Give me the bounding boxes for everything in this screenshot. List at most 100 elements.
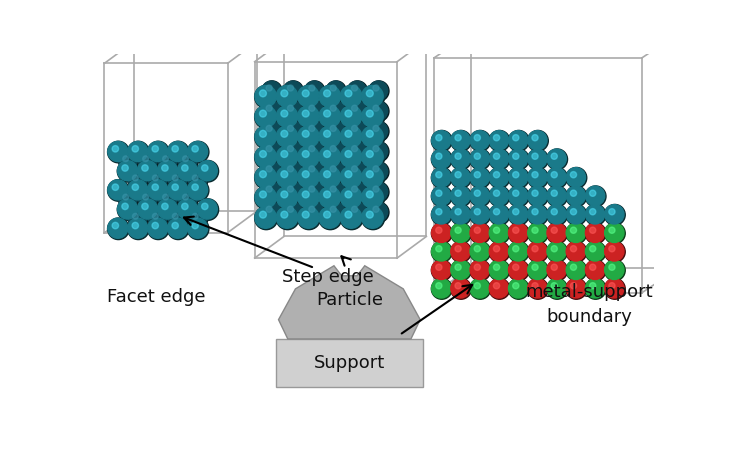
Circle shape bbox=[260, 151, 266, 157]
Circle shape bbox=[508, 204, 529, 225]
Circle shape bbox=[330, 126, 336, 131]
Circle shape bbox=[324, 191, 330, 198]
Circle shape bbox=[489, 130, 509, 150]
Circle shape bbox=[590, 209, 596, 215]
Circle shape bbox=[143, 156, 149, 162]
Circle shape bbox=[283, 162, 303, 182]
Circle shape bbox=[489, 279, 509, 298]
Circle shape bbox=[470, 205, 489, 224]
Circle shape bbox=[547, 242, 566, 261]
Circle shape bbox=[276, 106, 297, 127]
Circle shape bbox=[609, 283, 615, 289]
Circle shape bbox=[108, 180, 129, 201]
Circle shape bbox=[157, 199, 177, 219]
Circle shape bbox=[508, 167, 529, 188]
Circle shape bbox=[319, 146, 342, 169]
Circle shape bbox=[528, 205, 547, 224]
Circle shape bbox=[281, 110, 288, 117]
Circle shape bbox=[590, 246, 596, 252]
Circle shape bbox=[297, 126, 319, 148]
Circle shape bbox=[347, 81, 367, 101]
Circle shape bbox=[494, 209, 499, 215]
Circle shape bbox=[162, 165, 168, 171]
Circle shape bbox=[470, 130, 489, 150]
Circle shape bbox=[266, 105, 272, 111]
Circle shape bbox=[451, 205, 470, 224]
Circle shape bbox=[187, 180, 209, 201]
Circle shape bbox=[455, 209, 461, 215]
Circle shape bbox=[192, 222, 198, 229]
Circle shape bbox=[528, 130, 547, 150]
Circle shape bbox=[108, 218, 128, 239]
Circle shape bbox=[585, 242, 606, 262]
Circle shape bbox=[198, 161, 217, 181]
Circle shape bbox=[451, 279, 472, 299]
Circle shape bbox=[432, 260, 451, 279]
Circle shape bbox=[585, 204, 606, 225]
Circle shape bbox=[148, 141, 168, 162]
Circle shape bbox=[330, 85, 336, 91]
Circle shape bbox=[455, 153, 461, 159]
Circle shape bbox=[362, 187, 383, 208]
Circle shape bbox=[347, 162, 367, 182]
Circle shape bbox=[432, 223, 452, 244]
Circle shape bbox=[303, 191, 309, 198]
Circle shape bbox=[551, 283, 558, 289]
Circle shape bbox=[262, 202, 281, 221]
Circle shape bbox=[284, 142, 303, 161]
Circle shape bbox=[489, 149, 510, 170]
Circle shape bbox=[326, 101, 345, 120]
Circle shape bbox=[198, 199, 217, 219]
Circle shape bbox=[432, 167, 452, 188]
Circle shape bbox=[197, 199, 219, 220]
Circle shape bbox=[547, 279, 566, 298]
Circle shape bbox=[362, 105, 385, 129]
Circle shape bbox=[119, 152, 137, 170]
Circle shape bbox=[297, 126, 321, 149]
Circle shape bbox=[469, 242, 491, 262]
Circle shape bbox=[281, 211, 288, 218]
Circle shape bbox=[112, 184, 119, 190]
Circle shape bbox=[168, 180, 189, 201]
Circle shape bbox=[340, 146, 362, 168]
Circle shape bbox=[566, 205, 585, 224]
Circle shape bbox=[362, 146, 383, 168]
Circle shape bbox=[122, 165, 128, 171]
Circle shape bbox=[348, 122, 367, 140]
Circle shape bbox=[132, 184, 139, 190]
Circle shape bbox=[260, 211, 266, 218]
Circle shape bbox=[373, 166, 379, 172]
Circle shape bbox=[281, 90, 288, 97]
Circle shape bbox=[347, 202, 367, 222]
Circle shape bbox=[133, 213, 139, 219]
Circle shape bbox=[474, 153, 480, 159]
Circle shape bbox=[512, 209, 519, 215]
Circle shape bbox=[255, 166, 276, 188]
Circle shape bbox=[266, 126, 272, 131]
Circle shape bbox=[494, 171, 499, 178]
Circle shape bbox=[119, 190, 138, 210]
Circle shape bbox=[305, 182, 325, 202]
Circle shape bbox=[303, 151, 309, 157]
Circle shape bbox=[262, 142, 282, 162]
Circle shape bbox=[432, 149, 451, 168]
Circle shape bbox=[187, 141, 209, 163]
Circle shape bbox=[137, 161, 159, 182]
Circle shape bbox=[455, 227, 461, 234]
Circle shape bbox=[324, 171, 330, 178]
Circle shape bbox=[168, 210, 187, 229]
Circle shape bbox=[112, 145, 119, 152]
Circle shape bbox=[362, 146, 385, 169]
Circle shape bbox=[326, 81, 345, 100]
Circle shape bbox=[255, 106, 276, 127]
Circle shape bbox=[469, 204, 491, 225]
Circle shape bbox=[351, 206, 358, 212]
Circle shape bbox=[373, 85, 379, 91]
Circle shape bbox=[305, 202, 325, 222]
Circle shape bbox=[469, 186, 491, 207]
Circle shape bbox=[494, 190, 499, 196]
Circle shape bbox=[260, 90, 266, 97]
Circle shape bbox=[138, 161, 157, 181]
Circle shape bbox=[340, 106, 362, 127]
Circle shape bbox=[570, 264, 577, 270]
